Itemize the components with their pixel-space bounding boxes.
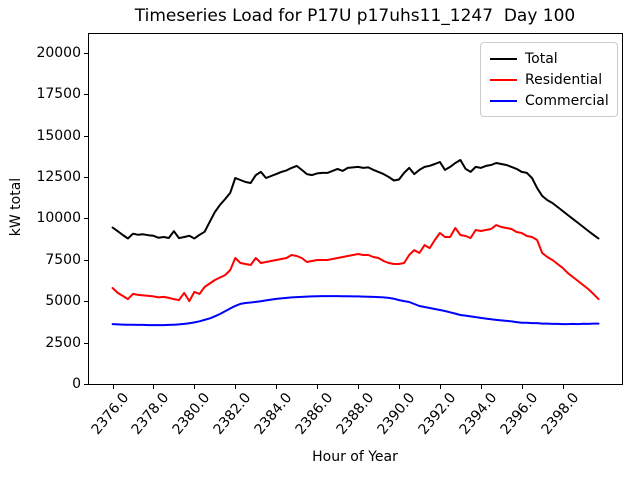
legend: Total Residential Commercial [480, 42, 618, 117]
legend-label: Commercial [525, 92, 609, 109]
series-line-commercial [111, 295, 600, 327]
y-tick-label: 12500 [36, 169, 81, 185]
y-tick-label: 17500 [36, 86, 81, 102]
legend-item-total: Total [481, 48, 617, 69]
legend-item-residential: Residential [481, 69, 617, 90]
y-tick-label: 7500 [45, 252, 81, 268]
commercial-line-sample-icon [490, 99, 517, 102]
chart-title: Timeseries Load for P17U p17uhs11_1247 D… [134, 6, 576, 26]
y-tick-label: 20000 [36, 45, 81, 61]
series-line-total [111, 159, 600, 240]
legend-label: Residential [525, 71, 603, 88]
y-tick-label: 15000 [36, 128, 81, 144]
y-tick-label: 10000 [36, 210, 81, 226]
y-tick-label: 0 [72, 376, 81, 392]
series-line-residential [111, 224, 600, 303]
legend-item-commercial: Commercial [481, 90, 617, 111]
residential-line-sample-icon [490, 78, 517, 81]
legend-label: Total [525, 50, 558, 67]
total-line-sample-icon [490, 57, 517, 60]
axes-frame [88, 33, 623, 385]
x-axis-label: Hour of Year [312, 449, 398, 465]
y-tick-label: 5000 [45, 293, 81, 309]
y-tick-label: 2500 [45, 335, 81, 351]
